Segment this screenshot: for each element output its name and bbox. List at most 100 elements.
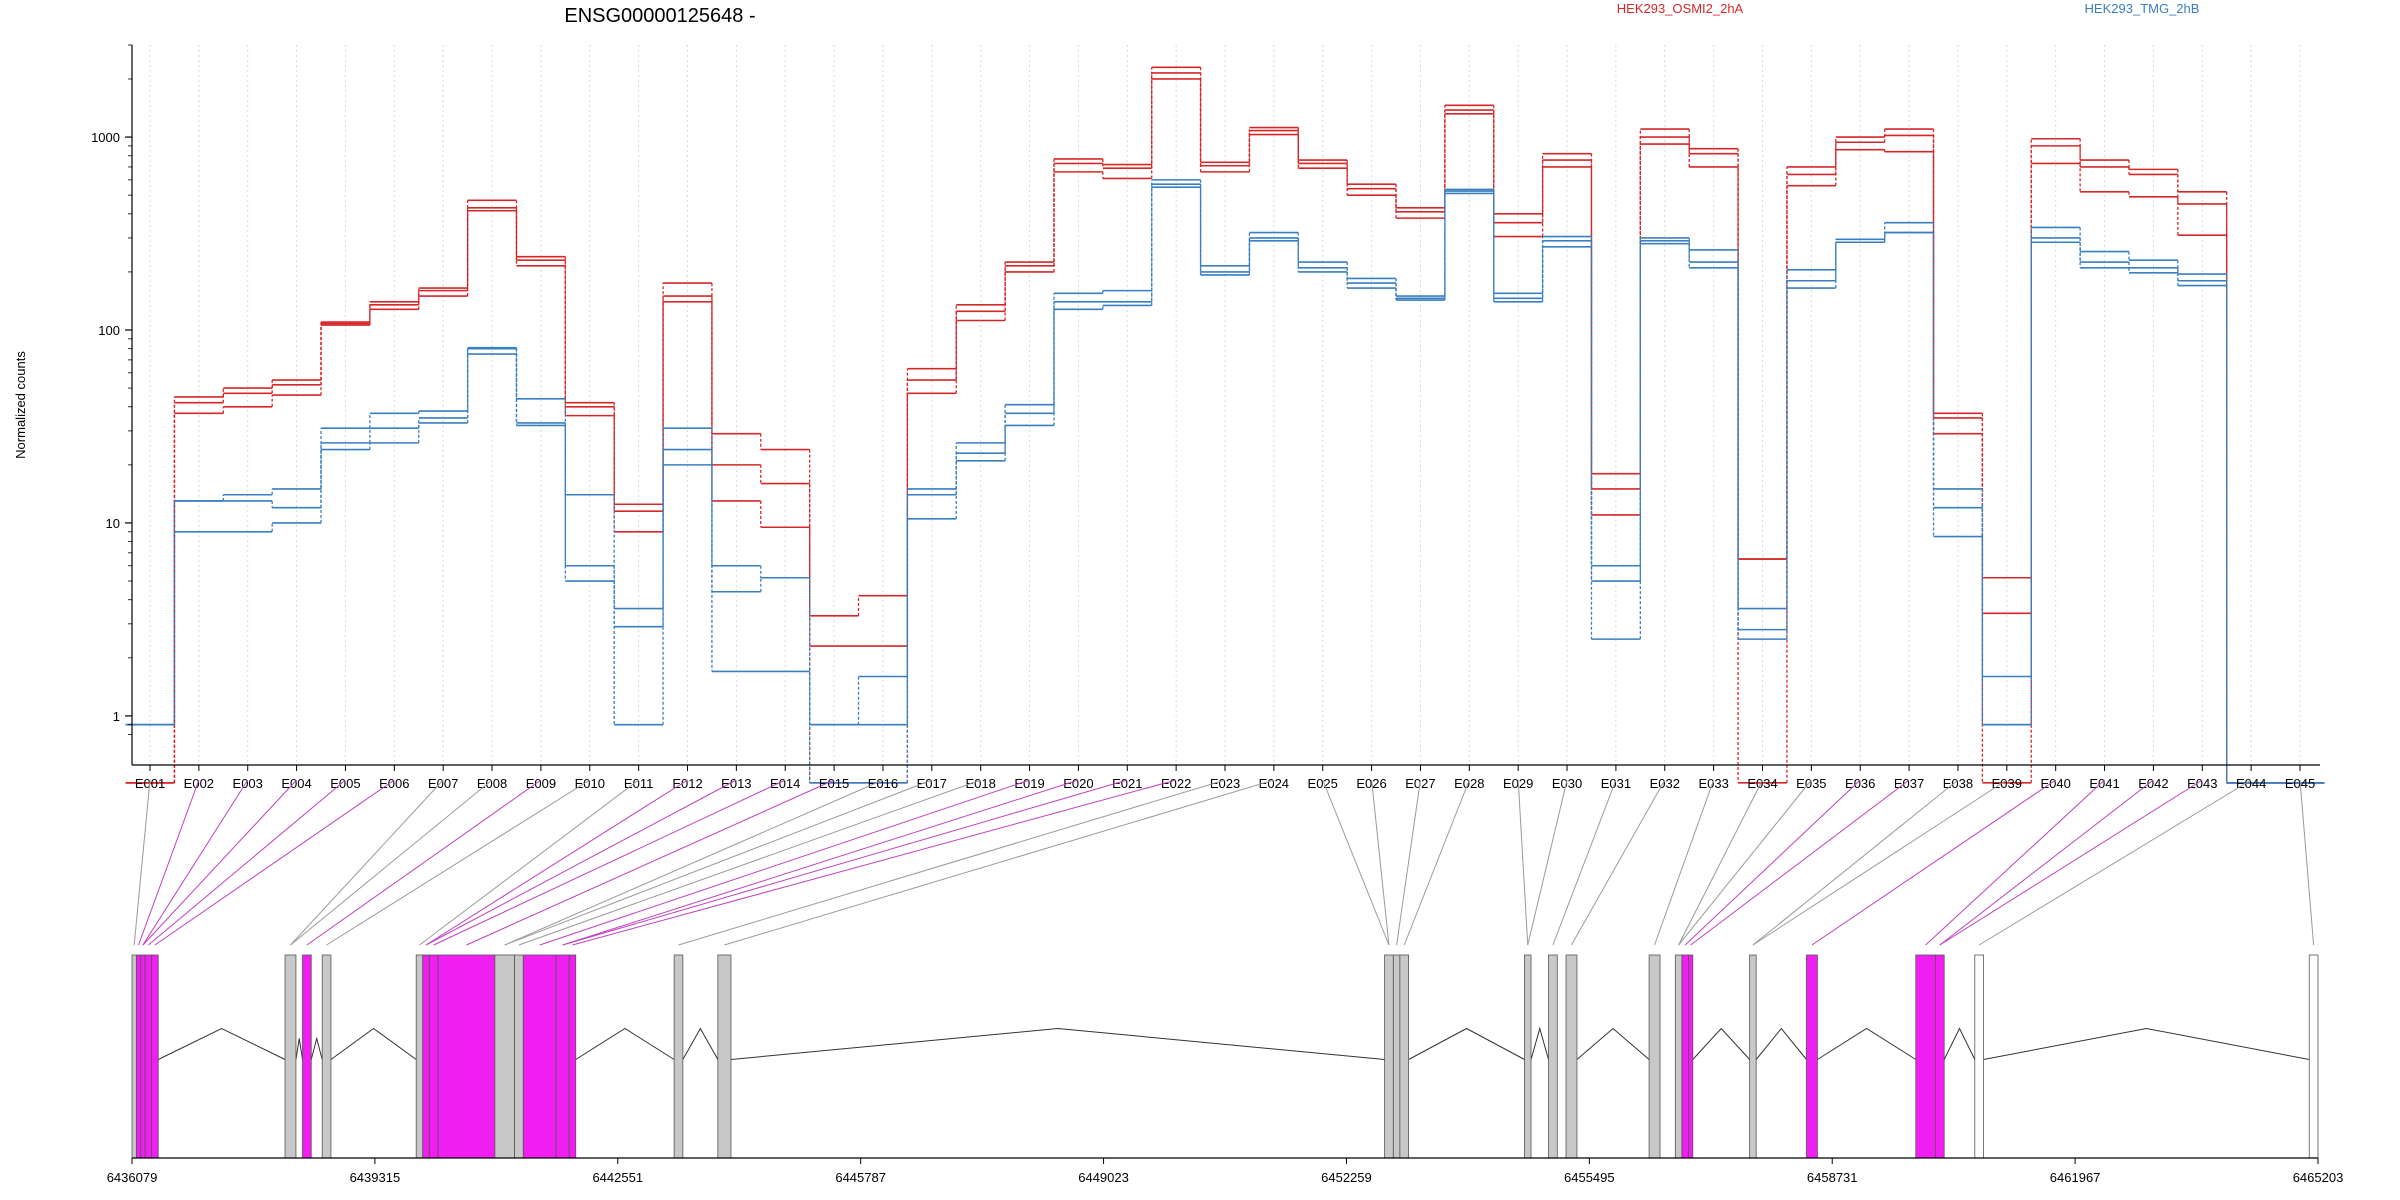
genomic-tick-label: 6465203: [2293, 1170, 2344, 1185]
genomic-tick-label: 6445787: [835, 1170, 886, 1185]
exon-bin: [135, 954, 142, 1159]
intron-line: [575, 1027, 675, 1060]
exon-connector: [678, 779, 1226, 946]
exon-connector: [1527, 779, 1568, 946]
exon-bin: [1392, 954, 1401, 1159]
exon-connector: [1403, 779, 1470, 946]
x-tick-label: E020: [1063, 776, 1093, 791]
x-tick-label: E030: [1552, 776, 1582, 791]
genomic-tick-label: 6442551: [592, 1170, 643, 1185]
x-tick-label: E035: [1796, 776, 1826, 791]
exon-connector: [148, 779, 346, 946]
intron-line: [158, 1027, 286, 1060]
exon-bin: [422, 954, 430, 1159]
exon-connector: [1371, 779, 1390, 946]
exon-bin: [1749, 954, 1757, 1159]
exon-connector: [306, 779, 542, 946]
x-tick-label: E028: [1454, 776, 1484, 791]
exon-connector: [133, 779, 151, 946]
exon-connector: [1752, 779, 2008, 946]
exon-bin: [514, 954, 524, 1159]
exon-connector: [1939, 779, 2203, 946]
exon-connector: [1678, 779, 1812, 946]
exon-connector: [1396, 779, 1421, 946]
exon-bin: [1548, 954, 1558, 1159]
exon-connector: [290, 779, 493, 946]
exon-connector: [504, 779, 932, 946]
x-tick-label: E023: [1210, 776, 1240, 791]
exon-connector: [466, 779, 835, 946]
genomic-tick-label: 6461967: [2050, 1170, 2101, 1185]
x-tick-label: E024: [1259, 776, 1289, 791]
y-axis-label: Normalized counts: [13, 351, 28, 459]
legend-entry-osmi2: HEK293_OSMI2_2hA: [1617, 1, 1744, 16]
exon-connector: [419, 779, 639, 946]
exon-connector: [1978, 779, 2252, 946]
x-tick-label: E025: [1308, 776, 1338, 791]
exon-bin: [1688, 954, 1694, 1159]
y-tick-label: 100: [98, 323, 120, 338]
exon-connector: [1552, 779, 1617, 946]
x-tick-label: E015: [819, 776, 849, 791]
exon-bin: [1524, 954, 1532, 1159]
x-tick-label: E036: [1845, 776, 1875, 791]
legend-entry-tmg: HEK293_TMG_2hB: [2085, 1, 2200, 16]
exon-bin: [1648, 954, 1661, 1159]
exon-connector: [562, 779, 1128, 946]
exon-connector: [142, 779, 249, 946]
exon-connector: [425, 779, 688, 946]
intron-line: [1755, 1027, 1807, 1060]
exon-connector: [1322, 779, 1390, 946]
exon-bin: [140, 954, 146, 1159]
exon-bin: [415, 954, 424, 1159]
exon-bin: [568, 954, 577, 1159]
exon-bin: [1384, 954, 1394, 1159]
intron-line: [730, 1027, 1385, 1060]
exon-connector: [326, 779, 591, 946]
intron-line: [310, 1036, 323, 1060]
exon-connector: [1571, 779, 1666, 946]
exon-connector: [724, 779, 1275, 946]
series-4: [125, 183, 2325, 784]
vertical-gridlines: [149, 45, 2301, 765]
exon-connector: [1939, 779, 2154, 946]
gene-model: 6436079 6439315 6442551 6445787 6449023 64522…: [107, 954, 2344, 1185]
exon-connector: [1752, 779, 1959, 946]
x-tick-label: E017: [917, 776, 947, 791]
x-tick-label: E042: [2138, 776, 2168, 791]
x-tick-label: E014: [770, 776, 800, 791]
x-tick-label: E038: [1943, 776, 1973, 791]
x-tick-label: E033: [1698, 776, 1728, 791]
intron-line: [1817, 1027, 1917, 1060]
x-tick-label: E018: [965, 776, 995, 791]
x-tick-label: E005: [330, 776, 360, 791]
exon-bin: [1915, 954, 1936, 1159]
x-tick-label: E008: [477, 776, 507, 791]
intron-line: [1530, 1026, 1550, 1060]
x-tick-label: E043: [2187, 776, 2217, 791]
exon-connector: [138, 779, 200, 946]
y-tick-label: 10: [106, 516, 120, 531]
x-tick-label: E010: [575, 776, 605, 791]
x-tick-label: E011: [624, 776, 653, 791]
x-tick-label: E013: [721, 776, 751, 791]
exon-connector: [425, 779, 737, 946]
intron-line: [682, 1027, 719, 1060]
exon-connector: [433, 779, 786, 946]
exon-bin: [1806, 954, 1818, 1159]
intron-line: [1692, 1027, 1751, 1060]
series-5: [125, 186, 2325, 784]
exon-bin: [1399, 954, 1410, 1159]
genomic-tick-label: 6458731: [1807, 1170, 1858, 1185]
exon-connector: [142, 779, 297, 946]
x-tick-label: E021: [1112, 776, 1142, 791]
exon-connector: [504, 779, 884, 946]
intron-line: [1983, 1027, 2310, 1060]
x-tick-label: E041: [2089, 776, 2119, 791]
exon-connector: [518, 779, 981, 946]
x-tick-label: E007: [428, 776, 458, 791]
x-tick-label: E006: [379, 776, 409, 791]
exon-bin: [2308, 954, 2319, 1159]
